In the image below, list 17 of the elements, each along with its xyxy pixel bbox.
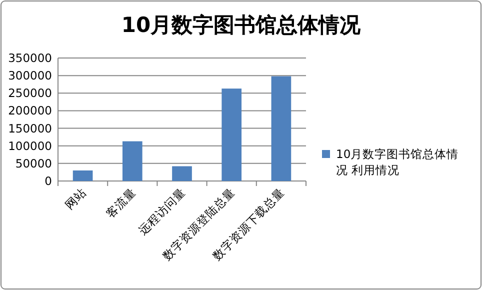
y-tick-label: 100000 — [8, 138, 52, 153]
y-tick-label: 350000 — [8, 51, 52, 65]
bar — [122, 141, 142, 181]
y-tick-label: 50000 — [15, 156, 52, 170]
bar — [172, 166, 192, 181]
x-tick-label: 客流量 — [103, 185, 139, 221]
y-tick-label: 200000 — [8, 104, 52, 118]
x-tick-label: 网站 — [62, 185, 89, 212]
bar — [271, 76, 292, 181]
y-tick-label: 150000 — [8, 121, 52, 136]
y-tick-label: 0 — [44, 174, 52, 188]
bar — [72, 170, 93, 181]
legend-label: 10月数字图书馆总体情况 利用情况 — [336, 146, 460, 178]
y-tick-label: 250000 — [8, 86, 52, 100]
bar — [222, 88, 242, 181]
chart-title: 10月数字图书馆总体情况 — [121, 13, 362, 37]
y-tick-label: 300000 — [8, 68, 52, 83]
